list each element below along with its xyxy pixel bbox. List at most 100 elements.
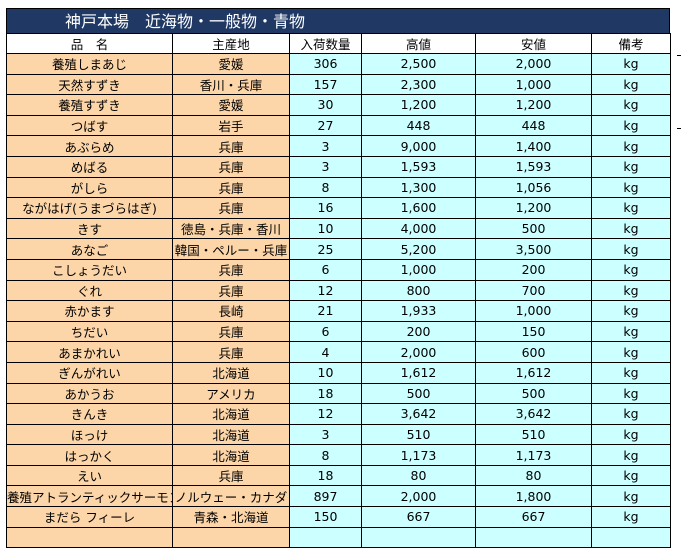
table-row: ぎんがれい 北海道 10 1,612 1,612 kg [6,361,671,384]
cell-high-price: 4,000 [361,217,476,240]
cell-origin: 兵庫 [172,341,290,363]
price-table: 品 名 主産地 入荷数量 高値 安値 備考 養殖しまあじ 愛媛 306 2,500 2,… [6,33,671,548]
cell-name: 天然すずき [6,73,173,96]
cell-low-price: 510 [475,423,592,446]
cell-origin: ノルウェー・カナダ [172,485,290,508]
table-row: 天然すずき 香川・兵庫 157 2,300 1,000 kg [6,73,671,96]
cell-high-price: 1,300 [361,176,476,199]
cell-remarks: kg [591,238,671,260]
cell-quantity: 3 [289,423,362,446]
cell-high-price: 3,642 [361,403,476,425]
cell-high-price: 1,593 [361,155,476,178]
cell-low-price: 500 [475,217,592,240]
cell-low-price: 1,612 [475,361,592,384]
cell-high-price: 2,300 [361,73,476,96]
cell-name: えい [6,464,173,487]
cell-origin: 愛媛 [172,53,290,75]
cell-low-price: 3,500 [475,238,592,260]
cell-name: 養殖すずき [6,94,173,116]
table-row: あまかれい 兵庫 4 2,000 600 kg [6,341,671,363]
table-row: めばる 兵庫 3 1,593 1,593 kg [6,155,671,178]
cell-origin [172,526,290,548]
table-row: ほっけ 北海道 3 510 510 kg [6,423,671,446]
cell-quantity: 4 [289,341,362,363]
cell-low-price: 1,000 [475,300,592,322]
table-row: 養殖すずき 愛媛 30 1,200 1,200 kg [6,94,671,116]
cell-high-price: 448 [361,114,476,137]
cell-remarks: kg [591,73,671,96]
cell-high-price: 800 [361,279,476,302]
cell-high-price: 2,000 [361,485,476,508]
cell-origin: アメリカ [172,382,290,405]
table-row: ちだい 兵庫 6 200 150 kg [6,320,671,343]
cell-origin: 兵庫 [172,135,290,157]
cell-origin: 香川・兵庫 [172,73,290,96]
cell-high-price: 500 [361,382,476,405]
cell-name: まだら フィーレ [6,506,173,528]
cell-high-price: 1,612 [361,361,476,384]
cell-name: つばす [6,114,173,137]
cell-name: 赤かます [6,300,173,322]
cell-low-price: 2,000 [475,53,592,75]
cell-remarks: kg [591,506,671,528]
cell-high-price: 2,500 [361,53,476,75]
cell-high-price: 1,933 [361,300,476,322]
cell-low-price: 1,200 [475,94,592,116]
table-row: がしら 兵庫 8 1,300 1,056 kg [6,176,671,199]
header-name: 品 名 [6,33,173,54]
cell-origin: 岩手 [172,114,290,137]
cell-remarks: kg [591,464,671,487]
cell-high-price: 510 [361,423,476,446]
table-row: あなご 韓国・ペルー・兵庫 25 5,200 3,500 kg [6,238,671,260]
cell-remarks: kg [591,197,671,219]
table-row: はっかく 北海道 8 1,173 1,173 kg [6,444,671,466]
cell-remarks: kg [591,485,671,508]
cell-quantity: 30 [289,94,362,116]
cell-quantity: 25 [289,238,362,260]
cell-quantity: 3 [289,155,362,178]
cell-origin: 兵庫 [172,320,290,343]
cell-origin: 北海道 [172,444,290,466]
header-row: 品 名 主産地 入荷数量 高値 安値 備考 [6,33,671,54]
table-row: 養殖しまあじ 愛媛 306 2,500 2,000 kg [6,53,671,75]
cell-quantity: 12 [289,279,362,302]
cell-remarks: kg [591,444,671,466]
cell-name: 養殖しまあじ [6,53,173,75]
table-row: あぶらめ 兵庫 3 9,000 1,400 kg [6,135,671,157]
cell-remarks: kg [591,300,671,322]
cell-high-price: 667 [361,506,476,528]
cell-low-price: 448 [475,114,592,137]
cell-name: はっかく [6,444,173,466]
cell-origin: 北海道 [172,423,290,446]
cell-low-price: 700 [475,279,592,302]
cell-high-price: 5,200 [361,238,476,260]
cell-remarks: kg [591,382,671,405]
cell-name: めばる [6,155,173,178]
cell-origin: 北海道 [172,361,290,384]
cell-low-price: 1,593 [475,155,592,178]
cell-name: きす [6,217,173,240]
cell-name: こしょうだい [6,258,173,281]
margin-tick [677,128,681,129]
cell-quantity: 8 [289,176,362,199]
sheet-title: 神戸本場 近海物・一般物・青物 [6,8,670,33]
table-row: あかうお アメリカ 18 500 500 kg [6,382,671,405]
cell-origin: 兵庫 [172,258,290,281]
table-row: ながはげ(うまづらはぎ) 兵庫 16 1,600 1,200 kg [6,197,671,219]
cell-name [6,526,173,548]
cell-origin: 兵庫 [172,176,290,199]
cell-high-price: 80 [361,464,476,487]
cell-low-price: 667 [475,506,592,528]
table-row: きんき 北海道 12 3,642 3,642 kg [6,403,671,425]
cell-origin: 韓国・ペルー・兵庫 [172,238,290,260]
cell-name: きんき [6,403,173,425]
cell-high-price: 200 [361,320,476,343]
cell-remarks: kg [591,423,671,446]
cell-name: がしら [6,176,173,199]
cell-quantity: 18 [289,382,362,405]
cell-low-price: 1,000 [475,73,592,96]
cell-origin: 北海道 [172,403,290,425]
margin-tick [677,55,681,56]
cell-remarks: kg [591,258,671,281]
cell-high-price: 2,000 [361,341,476,363]
